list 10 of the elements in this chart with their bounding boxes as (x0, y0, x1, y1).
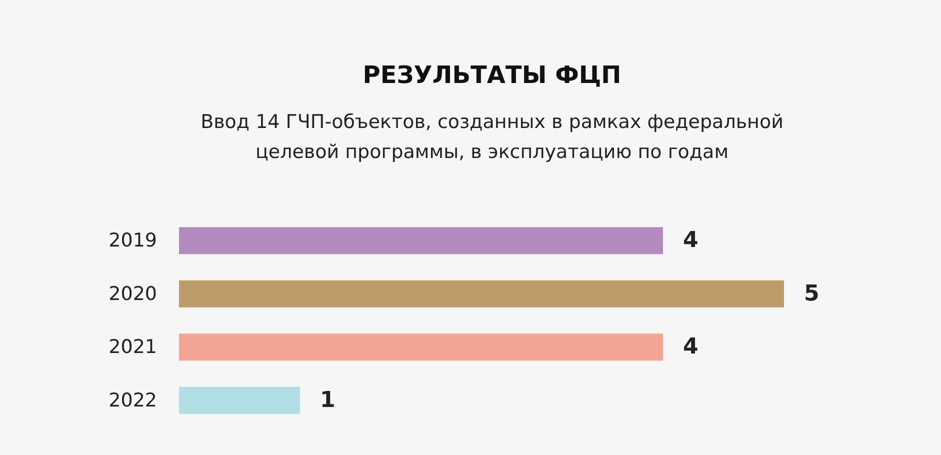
data-label: 4 (683, 228, 698, 254)
data-label: 4 (683, 334, 698, 360)
y-tick-label: 2022 (108, 389, 157, 412)
chart-subtitle: Ввод 14 ГЧП-объектов, созданных в рамках федеральной целевой программы, в эксплуатацию по годам (200, 111, 784, 163)
y-tick-label: 2020 (108, 282, 157, 305)
y-tick-label: 2019 (108, 230, 157, 252)
y-tick-label: 2021 (108, 336, 157, 358)
data-label: 5 (804, 281, 820, 306)
data-label: 1 (320, 388, 336, 413)
chart-title: РЕЗУЛЬТАТЫ ФЦП (362, 61, 622, 89)
